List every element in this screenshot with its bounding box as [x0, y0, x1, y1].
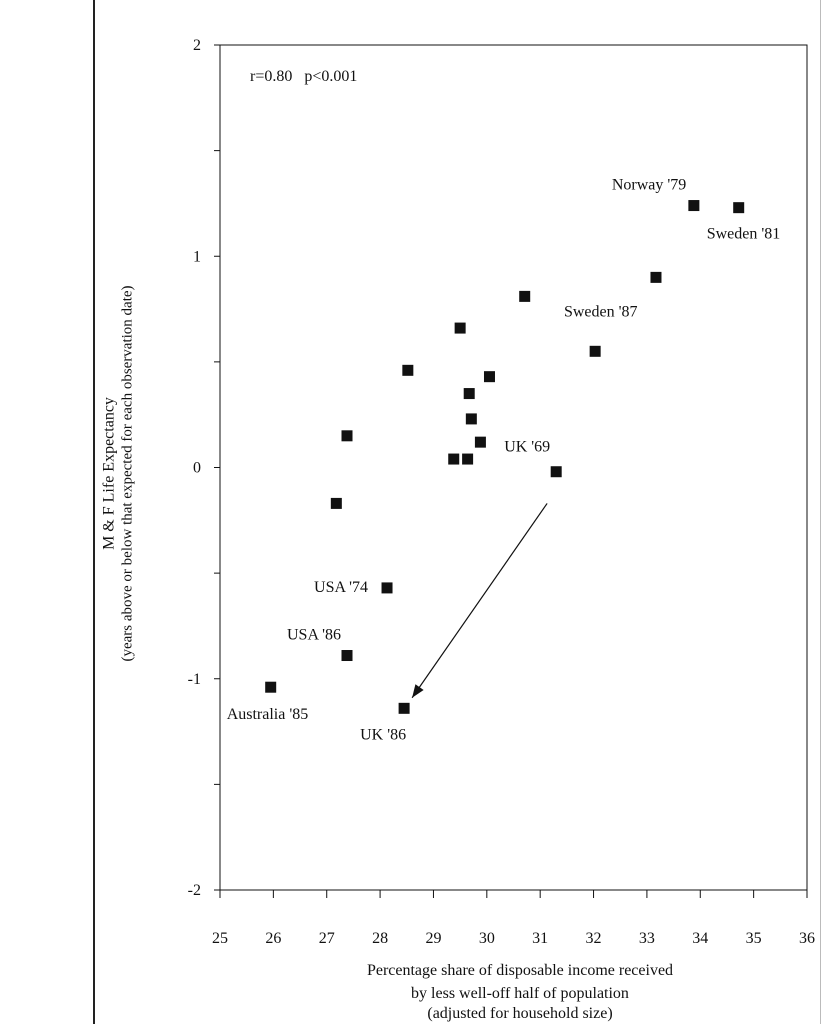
x-tick-label: 30 [479, 930, 495, 947]
data-point [650, 271, 662, 283]
data-point [463, 388, 475, 400]
arrow-line [411, 503, 548, 699]
plot-area [219, 44, 808, 891]
data-point [381, 582, 393, 594]
x-tick-label: 29 [425, 930, 441, 947]
x-tick-label: 31 [532, 930, 548, 947]
data-point [265, 681, 277, 693]
page-border-left [93, 0, 95, 1024]
data-point [341, 650, 353, 662]
data-point [483, 371, 495, 383]
data-point [454, 322, 466, 334]
y-tick-label: 2 [193, 37, 201, 54]
y-axis-label: M & F Life Expectancy (years above or be… [100, 249, 137, 699]
data-point [688, 200, 700, 212]
x-tick-label: 32 [586, 930, 602, 947]
x-tick-label: 28 [372, 930, 388, 947]
point-labels: Australia '85 USA '86 USA '74 UK '86 UK '69 S… [227, 177, 781, 744]
data-points [265, 200, 745, 714]
data-point [733, 202, 745, 214]
data-point [462, 453, 474, 465]
x-tick-label: 26 [265, 930, 281, 947]
x-tick-label: 35 [746, 930, 762, 947]
y-tick-label: -2 [188, 882, 201, 899]
point-label: Norway '79 [612, 177, 686, 194]
data-point [589, 345, 601, 357]
point-label: Australia '85 [227, 706, 309, 723]
data-point [341, 430, 353, 442]
x-tick-label: 36 [799, 930, 815, 947]
data-point [465, 413, 477, 425]
point-label: UK '86 [360, 726, 406, 743]
data-point [519, 290, 531, 302]
page-border-right [820, 0, 821, 1024]
x-axis-label-line3: (adjusted for household size) [427, 1005, 613, 1022]
x-axis-label-line2: by less well-off half of population [411, 985, 629, 1002]
x-tick-label: 27 [319, 930, 335, 947]
data-point [550, 466, 562, 478]
data-point [402, 364, 414, 376]
y-axis: 2 1 0 -1 -2 [188, 37, 220, 899]
point-label: USA '86 [287, 627, 341, 644]
x-tick-label: 25 [212, 930, 228, 947]
data-point [448, 453, 460, 465]
arrow-head [412, 684, 424, 698]
y-tick-label: -1 [188, 671, 201, 688]
data-point [330, 497, 342, 509]
data-point [398, 702, 410, 714]
point-label: UK '69 [504, 439, 550, 456]
correlation-annotation: r=0.80 p<0.001 [250, 68, 357, 85]
change-arrow [411, 503, 548, 699]
data-point [474, 436, 486, 448]
x-tick-label: 33 [639, 930, 655, 947]
point-label: Sweden '81 [707, 226, 781, 243]
y-tick-label: 1 [193, 248, 201, 265]
x-tick-label: 34 [692, 930, 708, 947]
x-axis-label-line1: Percentage share of disposable income re… [366, 962, 674, 979]
y-axis-label-line1: M & F Life Expectancy [100, 397, 118, 550]
y-axis-label-line2: (years above or below that expected for … [119, 285, 136, 662]
y-tick-label: 0 [193, 460, 201, 477]
point-label: Sweden '87 [564, 303, 638, 320]
point-label: USA '74 [314, 579, 368, 596]
x-axis: 25 26 27 28 29 30 31 32 33 34 35 36 [212, 890, 815, 947]
